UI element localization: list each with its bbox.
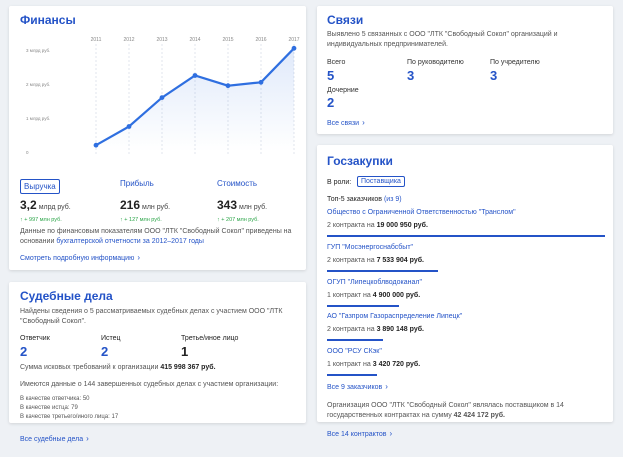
profit-value: 216 млн руб. <box>120 198 171 212</box>
finance-note: Данные по финансовым показателям ООО "ЛТ… <box>20 228 292 245</box>
top-customers-label: Топ-5 заказчиков (из 9) <box>327 196 402 203</box>
all-contracts-link[interactable]: Все 14 контрактов › <box>327 429 393 438</box>
chart-x-tick-label: 2014 <box>189 37 200 43</box>
court-completed-third: В качестве третьего/иного лица: 17 <box>20 414 119 420</box>
court-description: Найдены сведения о 5 рассматриваемых суд… <box>20 308 283 325</box>
all-links-link[interactable]: Все связи › <box>327 118 365 127</box>
links-description: Выявлено 5 связанных с ООО "ЛТК "Свободн… <box>327 31 558 48</box>
court-completed: Имеются данные о 144 завершенных судебны… <box>20 381 279 388</box>
customer-share-bar <box>327 235 605 237</box>
tab-revenue[interactable]: Выручка <box>20 179 60 194</box>
finance-more-link[interactable]: Смотреть подробную информацию › <box>20 253 141 262</box>
court-plaintiff-value[interactable]: 2 <box>101 344 109 359</box>
customer-share-bar <box>327 305 399 307</box>
finance-title: Финансы <box>20 13 76 27</box>
customer-name-link[interactable]: АО "Газпром Газораспределение Липецк" <box>327 313 463 320</box>
chart-y-tick-label: 1 млрд руб. <box>26 116 50 121</box>
court-defendant-label: Ответчик <box>20 335 50 342</box>
all-customers-link[interactable]: Все 9 заказчиков › <box>327 382 388 391</box>
role-supplier-badge[interactable]: Поставщика <box>357 176 405 187</box>
court-cases-card: Судебные дела Найдены сведения о 5 рассм… <box>9 282 306 423</box>
customer-contracts: 1 контракт на 4 900 000 руб. <box>327 292 421 299</box>
cost-delta: ↑ + 207 млн руб. <box>217 217 259 223</box>
all-court-cases-link[interactable]: Все судебные дела › <box>20 434 89 443</box>
chevron-right-icon: › <box>385 382 388 391</box>
chart-point[interactable] <box>159 95 165 100</box>
chart-x-tick-label: 2015 <box>222 37 233 43</box>
revenue-delta: ↑ + 997 млн руб. <box>20 217 62 223</box>
links-by-founder-label: По учредителю <box>490 59 540 66</box>
finance-card: Финансы 2011 2012 2013 2014 2015 2016 2017 3 мл… <box>9 6 306 270</box>
customer-name-link[interactable]: ГУП "Мосэнергоснабсбыт" <box>327 244 414 251</box>
links-by-manager-label: По руководителю <box>407 59 464 66</box>
links-title: Связи <box>327 13 364 27</box>
chart-point[interactable] <box>192 73 198 78</box>
court-completed-plaintiff: В качестве истца: 79 <box>20 405 78 411</box>
court-title: Судебные дела <box>20 289 113 303</box>
links-subsidiaries-value[interactable]: 2 <box>327 95 335 110</box>
profit-delta: ↑ + 127 млн руб. <box>120 217 162 223</box>
customer-contracts: 2 контракта на 19 000 950 руб. <box>327 222 428 229</box>
chart-point[interactable] <box>93 142 99 148</box>
court-third-party-label: Третье/иное лицо <box>181 335 239 342</box>
court-completed-defendant: В качестве ответчика: 50 <box>20 396 90 402</box>
revenue-value: 3,2 млрд руб. <box>20 198 71 212</box>
chevron-right-icon: › <box>86 434 89 443</box>
customer-name-link[interactable]: Общество с Ограниченной Ответственностью… <box>327 209 516 216</box>
chevron-right-icon: › <box>389 429 393 438</box>
chart-y-tick-label: 2 млрд руб. <box>26 82 50 87</box>
links-by-founder-value[interactable]: 3 <box>490 68 498 83</box>
links-total-label: Всего <box>327 59 346 66</box>
customer-contracts: 1 контракт на 3 420 720 руб. <box>327 361 421 368</box>
chart-x-tick-label: 2012 <box>123 37 134 43</box>
chart-area <box>96 48 294 152</box>
chevron-right-icon: › <box>137 253 141 262</box>
role-label: В роли: <box>327 179 352 186</box>
finance-chart: 2011 2012 2013 2014 2015 2016 2017 3 млрд руб. 2… <box>26 37 300 156</box>
chart-y-tick-label: 0 <box>26 150 29 155</box>
customer-share-bar <box>327 270 438 272</box>
procurement-title: Госзакупки <box>327 154 393 168</box>
chart-x-tick-label: 2016 <box>255 37 266 43</box>
tab-cost[interactable]: Стоимость <box>217 179 258 188</box>
links-total-value[interactable]: 5 <box>327 68 335 83</box>
customer-name-link[interactable]: ОГУП "Липецкоблводоканал" <box>327 279 422 286</box>
customer-share-bar <box>327 339 383 341</box>
customer-contracts: 2 контракта на 3 890 148 руб. <box>327 326 424 333</box>
chart-point[interactable] <box>291 45 297 51</box>
accounting-link[interactable]: бухгалтерской отчетности за 2012–2017 го… <box>56 238 204 245</box>
procurement-summary: Организация ООО "ЛТК "Свободный Сокол" я… <box>327 402 564 419</box>
links-subsidiaries-label: Дочерние <box>327 87 359 94</box>
chevron-right-icon: › <box>362 118 365 127</box>
links-by-manager-value[interactable]: 3 <box>407 68 415 83</box>
chart-y-tick-label: 3 млрд руб. <box>26 48 50 53</box>
chart-x-tick-label: 2013 <box>156 37 167 43</box>
court-claims-sum: Сумма исковых требований к организации 4… <box>20 364 216 371</box>
chart-point[interactable] <box>126 124 132 129</box>
chart-point[interactable] <box>258 79 264 85</box>
procurement-card: Госзакупки В роли: Поставщика Топ-5 зака… <box>317 145 613 438</box>
links-card: Связи Выявлено 5 связанных с ООО "ЛТК "С… <box>317 6 613 134</box>
customer-contracts: 2 контракта на 7 533 904 руб. <box>327 257 424 264</box>
cost-value: 343 млн руб. <box>217 198 268 212</box>
chart-point[interactable] <box>225 83 231 89</box>
chart-x-tick-label: 2011 <box>91 37 102 43</box>
chart-x-tick-label: 2017 <box>288 37 299 43</box>
court-third-party-value: 1 <box>181 344 189 359</box>
court-defendant-value[interactable]: 2 <box>20 344 28 359</box>
customer-name-link[interactable]: ООО "РСУ СКэк" <box>327 348 382 355</box>
tab-profit[interactable]: Прибыль <box>120 179 154 188</box>
court-plaintiff-label: Истец <box>101 335 121 342</box>
customer-share-bar <box>327 374 377 376</box>
